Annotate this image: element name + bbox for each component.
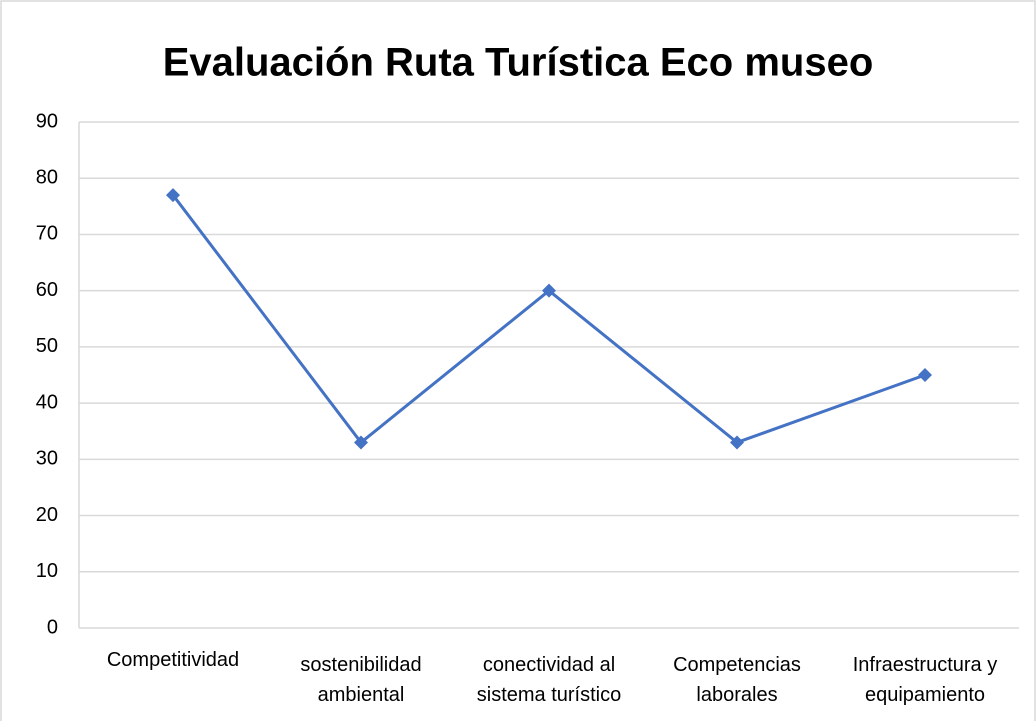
data-marker (918, 368, 932, 382)
y-tick-label: 0 (47, 616, 58, 638)
data-marker (730, 435, 744, 450)
data-marker (354, 435, 368, 450)
y-tick-label: 60 (36, 279, 58, 301)
x-tick-label: Infraestructura y equipamiento (852, 654, 998, 706)
y-tick-label: 80 (36, 167, 58, 189)
chart-title: Evaluación Ruta Turística Eco museo (163, 41, 874, 85)
x-tick-label: Competitividad (106, 649, 240, 671)
x-tick-label: sostenibilidad ambiental (300, 654, 422, 706)
x-tick-label: Competencias laborales (673, 654, 801, 706)
y-tick-label: 10 (36, 560, 58, 582)
y-tick-label: 70 (36, 223, 58, 245)
y-tick-label: 50 (36, 335, 58, 357)
y-tick-label: 30 (36, 448, 58, 470)
data-marker (542, 283, 556, 298)
y-tick-label: 40 (36, 391, 58, 413)
y-tick-label: 90 (36, 110, 58, 132)
x-tick-label: conectividad al sistema turístico (476, 654, 622, 706)
data-marker (166, 188, 180, 203)
y-tick-label: 20 (36, 504, 58, 526)
